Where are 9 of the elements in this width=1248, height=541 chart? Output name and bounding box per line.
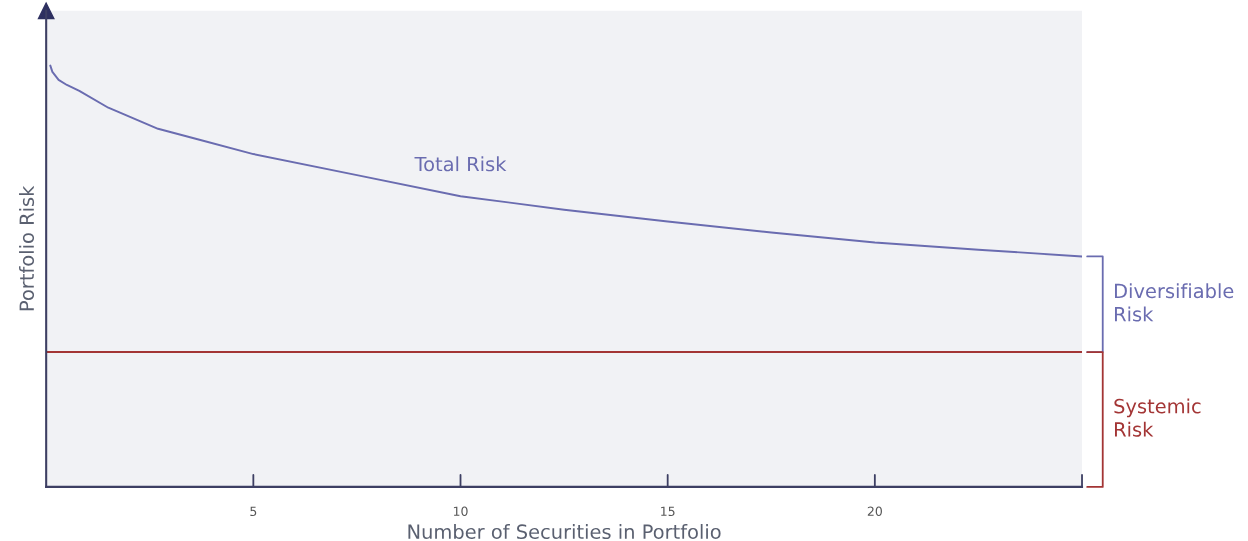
x-tick-label: 5 (250, 506, 257, 517)
text: Systemic Risk (1114, 398, 1201, 437)
text: Diversifiable Risk (1115, 283, 1234, 322)
x-axis-title: Number of Securities in Portfolio (408, 524, 721, 540)
x-tick-label: 15 (661, 506, 675, 517)
series-label: Total Risk (414, 156, 507, 172)
x-tick-label: 20 (867, 506, 882, 517)
y-axis-title: Portfolio Risk (19, 185, 35, 311)
x-tick-label: 10 (453, 506, 468, 517)
